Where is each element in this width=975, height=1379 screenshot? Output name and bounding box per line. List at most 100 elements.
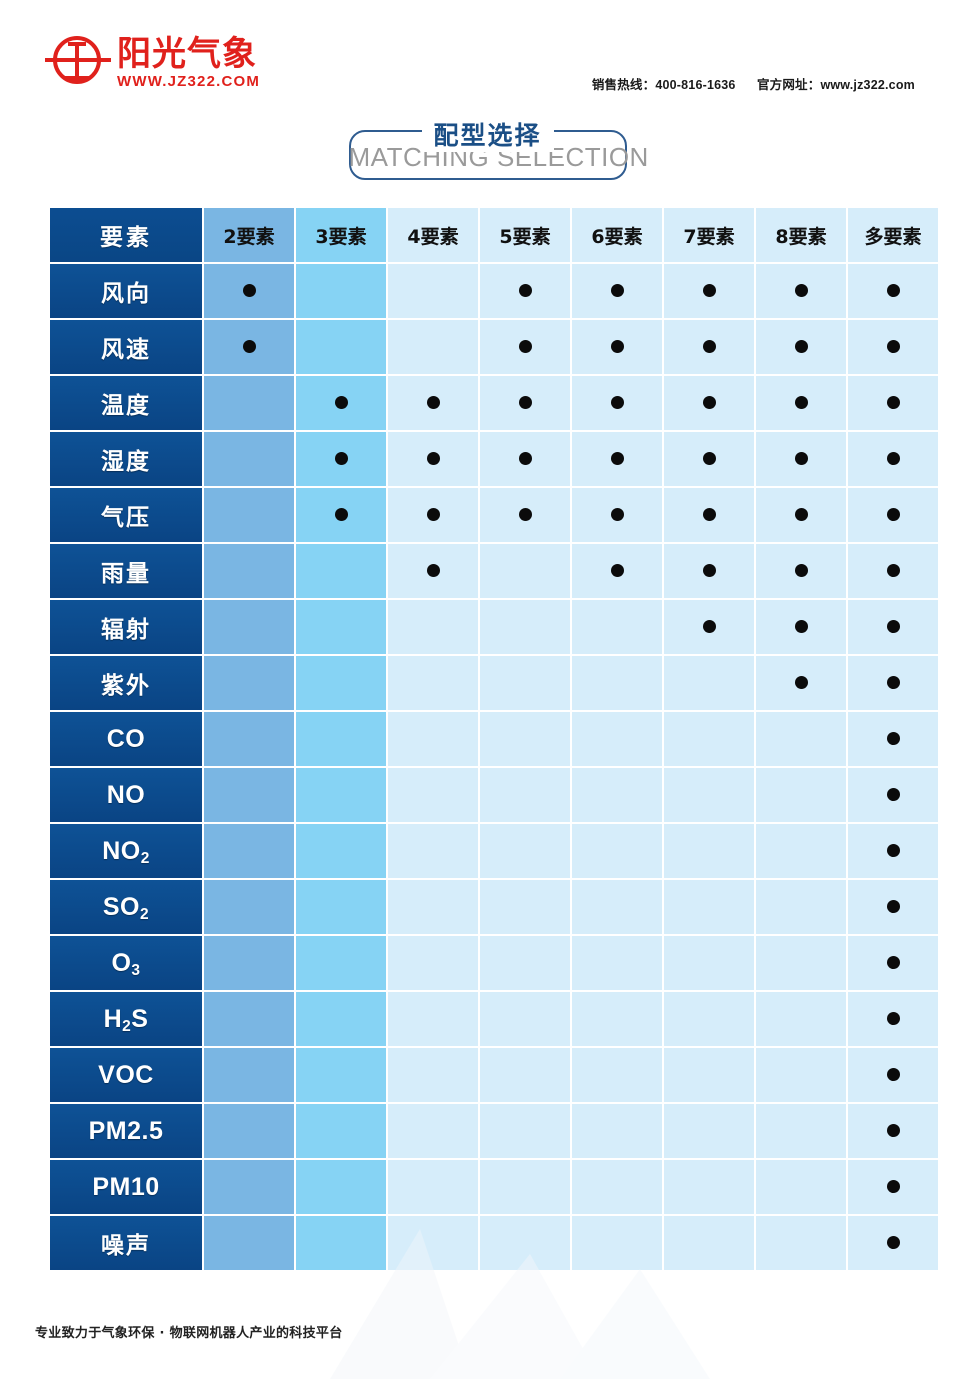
- dot-marker-icon: [518, 284, 532, 298]
- table-body: 风向 风速 温度 湿度 气压 雨量 辐射 紫外 CO NO NO2 SO2 O3 H2S VOC PM2.5 P…: [50, 264, 938, 1270]
- matrix-cell-empty: [572, 768, 662, 822]
- matrix-cell-empty: [572, 1216, 662, 1270]
- row-label: 湿度: [50, 432, 202, 486]
- dot-marker-icon: [610, 508, 624, 522]
- dot-marker-icon: [886, 1124, 900, 1138]
- dot-marker-icon: [886, 620, 900, 634]
- matrix-cell-marked: [388, 432, 478, 486]
- row-label: PM10: [50, 1160, 202, 1214]
- matrix-cell-marked: [664, 544, 754, 598]
- dot-marker-icon: [794, 620, 808, 634]
- brand-name-cn: 阳光气象: [117, 34, 257, 74]
- matrix-cell-empty: [388, 824, 478, 878]
- matrix-cell-empty: [480, 768, 570, 822]
- table-row: 辐射: [50, 600, 938, 654]
- matrix-cell-empty: [388, 1216, 478, 1270]
- column-header-8: 8要素: [756, 208, 846, 262]
- matrix-cell-marked: [296, 488, 386, 542]
- matrix-cell-marked: [848, 712, 938, 766]
- table-row: O3: [50, 936, 938, 990]
- matrix-cell-empty: [388, 264, 478, 318]
- sun-weather-emblem-icon: [45, 34, 111, 92]
- dot-marker-icon: [242, 284, 256, 298]
- row-label: H2S: [50, 992, 202, 1046]
- matrix-cell-empty: [204, 712, 294, 766]
- row-label: O3: [50, 936, 202, 990]
- matrix-cell-marked: [664, 376, 754, 430]
- footer-tagline: 专业致力于气象环保 · 物联网机器人产业的科技平台: [35, 1326, 343, 1341]
- matrix-cell-marked: [848, 600, 938, 654]
- dot-marker-icon: [702, 508, 716, 522]
- table-row: PM2.5: [50, 1104, 938, 1158]
- dot-marker-icon: [886, 1068, 900, 1082]
- matrix-cell-marked: [848, 432, 938, 486]
- table-row: 湿度: [50, 432, 938, 486]
- matrix-cell-empty: [296, 992, 386, 1046]
- matrix-cell-empty: [388, 936, 478, 990]
- matrix-cell-empty: [480, 992, 570, 1046]
- matrix-cell-marked: [756, 600, 846, 654]
- matrix-cell-empty: [664, 1216, 754, 1270]
- matrix-cell-empty: [756, 992, 846, 1046]
- matrix-cell-empty: [480, 1160, 570, 1214]
- matrix-cell-marked: [848, 376, 938, 430]
- matrix-cell-empty: [204, 1216, 294, 1270]
- matrix-cell-marked: [756, 432, 846, 486]
- matrix-cell-empty: [204, 768, 294, 822]
- dot-marker-icon: [426, 508, 440, 522]
- dot-marker-icon: [886, 676, 900, 690]
- table-row: 噪声: [50, 1216, 938, 1270]
- table-row: H2S: [50, 992, 938, 1046]
- dot-marker-icon: [610, 452, 624, 466]
- matrix-cell-empty: [204, 376, 294, 430]
- matrix-cell-marked: [480, 320, 570, 374]
- dot-marker-icon: [794, 284, 808, 298]
- matrix-cell-empty: [664, 936, 754, 990]
- matrix-cell-marked: [664, 600, 754, 654]
- matrix-cell-empty: [480, 824, 570, 878]
- column-header-6: 6要素: [572, 208, 662, 262]
- brand-website-text: WWW.JZ322.COM: [117, 73, 261, 90]
- matrix-cell-empty: [480, 712, 570, 766]
- dot-marker-icon: [610, 564, 624, 578]
- matrix-cell-marked: [756, 264, 846, 318]
- matrix-cell-marked: [756, 320, 846, 374]
- matrix-cell-marked: [848, 656, 938, 710]
- table-row: CO: [50, 712, 938, 766]
- matrix-cell-marked: [572, 432, 662, 486]
- matrix-cell-marked: [572, 488, 662, 542]
- matrix-cell-marked: [480, 376, 570, 430]
- dot-marker-icon: [610, 396, 624, 410]
- official-website: 官方网址：www.jz322.com: [756, 78, 915, 92]
- matrix-cell-marked: [848, 488, 938, 542]
- matrix-cell-empty: [664, 656, 754, 710]
- section-title-cn: 配型选择: [421, 116, 554, 152]
- matrix-cell-empty: [480, 656, 570, 710]
- matrix-cell-marked: [296, 376, 386, 430]
- dot-marker-icon: [886, 1236, 900, 1250]
- matrix-cell-empty: [664, 1160, 754, 1214]
- column-header-5: 5要素: [480, 208, 570, 262]
- matrix-cell-marked: [848, 1160, 938, 1214]
- matrix-cell-marked: [848, 992, 938, 1046]
- matrix-cell-marked: [480, 488, 570, 542]
- dot-marker-icon: [610, 284, 624, 298]
- table-row: NO: [50, 768, 938, 822]
- dot-marker-icon: [426, 396, 440, 410]
- matrix-cell-empty: [296, 600, 386, 654]
- dot-marker-icon: [886, 564, 900, 578]
- row-label: SO2: [50, 880, 202, 934]
- dot-marker-icon: [794, 508, 808, 522]
- matrix-cell-marked: [572, 544, 662, 598]
- matrix-cell-empty: [572, 880, 662, 934]
- matrix-cell-empty: [204, 600, 294, 654]
- matrix-cell-empty: [388, 1104, 478, 1158]
- matrix-cell-empty: [572, 936, 662, 990]
- dot-marker-icon: [334, 396, 348, 410]
- row-label: VOC: [50, 1048, 202, 1102]
- matrix-cell-marked: [664, 320, 754, 374]
- dot-marker-icon: [242, 340, 256, 354]
- matrix-cell-empty: [572, 1048, 662, 1102]
- dot-marker-icon: [702, 340, 716, 354]
- matrix-cell-empty: [296, 264, 386, 318]
